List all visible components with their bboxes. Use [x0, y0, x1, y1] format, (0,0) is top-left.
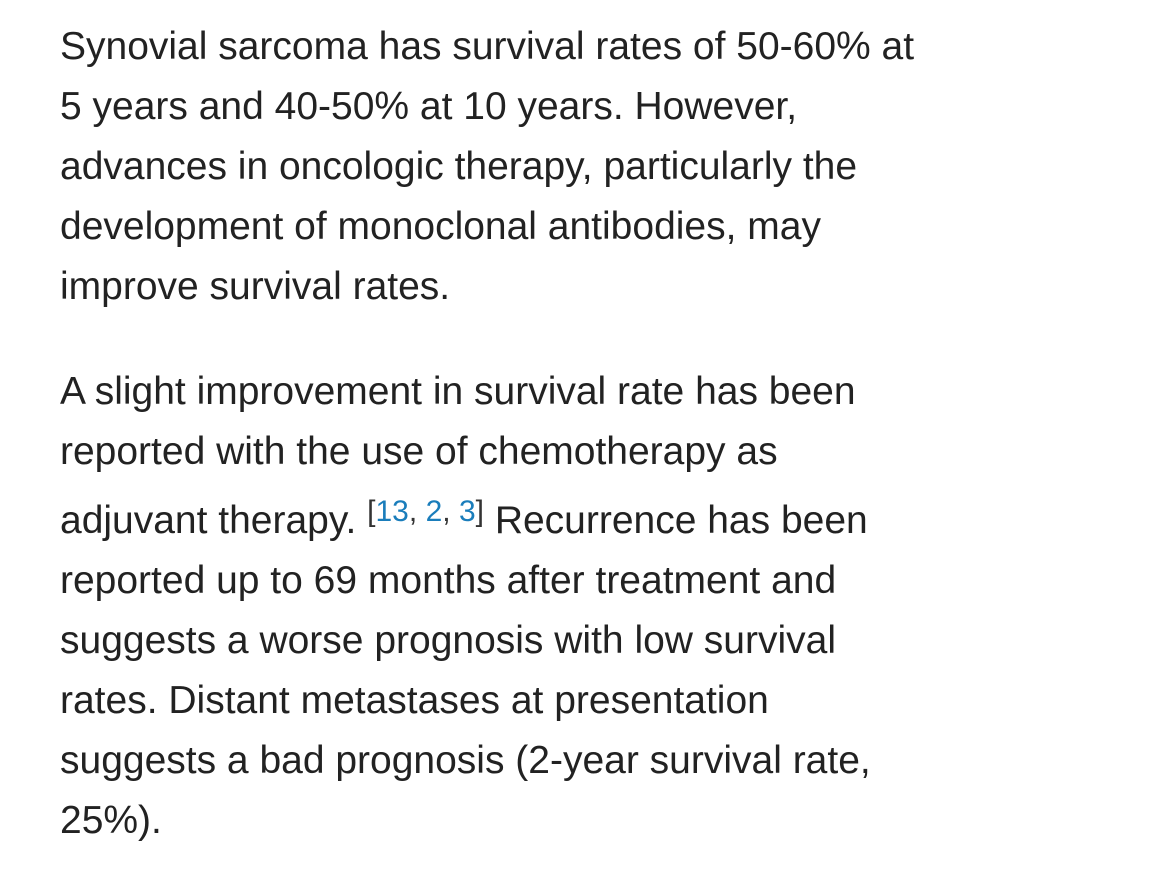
text-line: reported up to 69 months after treatment…	[60, 559, 837, 602]
text-line: adjuvant therapy. [13, 2, 3] Recurrence …	[60, 482, 1150, 551]
text: adjuvant therapy.	[60, 499, 357, 542]
text-line: rates. Distant metastases at presentatio…	[60, 679, 769, 722]
paragraph: A slight improvement in survival rate ha…	[60, 362, 1150, 851]
text-line: development of monoclonal antibodies, ma…	[60, 205, 821, 248]
citation-bracket: ]	[475, 495, 484, 528]
text-line: suggests a bad prognosis (2-year surviva…	[60, 739, 871, 782]
citation-bracket: [	[367, 495, 376, 528]
text-line: 25%).	[60, 799, 162, 842]
text-line: Synovial sarcoma has survival rates of 5…	[60, 25, 915, 68]
text-line: improve survival rates.	[60, 265, 451, 308]
article: Synovial sarcoma has survival rates of 5…	[60, 17, 1150, 851]
text-line: reported with the use of chemotherapy as	[60, 430, 778, 473]
text-line: 5 years and 40-50% at 10 years. However,	[60, 85, 798, 128]
text-line: A slight improvement in survival rate ha…	[60, 370, 856, 413]
citation-link[interactable]: 13	[375, 495, 409, 528]
citation-separator: ,	[408, 495, 418, 528]
text-line: advances in oncologic therapy, particula…	[60, 145, 858, 188]
citation-link[interactable]: 2	[425, 495, 443, 528]
text-line: suggests a worse prognosis with low surv…	[60, 619, 837, 662]
citation: [13, 2, 3]	[367, 495, 484, 528]
citation-link[interactable]: 3	[458, 495, 476, 528]
citation-separator: ,	[442, 495, 451, 528]
paragraph: Synovial sarcoma has survival rates of 5…	[60, 17, 1150, 317]
text: Recurrence has been	[494, 499, 868, 542]
